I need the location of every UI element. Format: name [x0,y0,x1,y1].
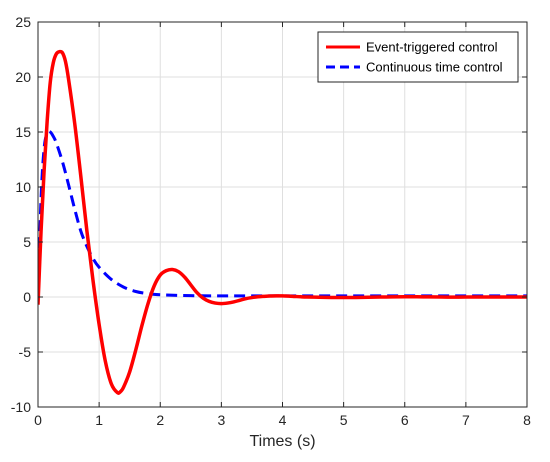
x-tick-label: 5 [340,412,348,428]
y-tick-label: 20 [15,69,31,85]
y-tick-label: 5 [23,234,31,250]
y-tick-label: 25 [15,14,31,30]
legend-label: Event-triggered control [366,40,498,55]
legend-box [317,31,519,83]
grid-lines [38,22,527,407]
y-tick-label: -5 [19,344,32,360]
x-tick-label: 3 [217,412,225,428]
series-line-event-triggered-control [38,49,527,395]
legend: Event-triggered control Continuous time c… [317,31,519,83]
y-tick-label: 10 [15,179,31,195]
x-tick-label: 8 [523,412,531,428]
x-tick-label: 0 [34,412,42,428]
x-tick-label: 2 [156,412,164,428]
axis-ticks: 0 1 2 3 4 5 6 7 8 -10 -5 0 5 10 15 20 25 [11,14,531,428]
y-tick-label: 15 [15,124,31,140]
y-tick-label: -10 [11,399,31,415]
x-axis-label: Times (s) [249,433,315,450]
x-tick-label: 6 [401,412,409,428]
y-tick-label: 0 [23,289,31,305]
x-tick-label: 4 [279,412,287,428]
series-layer [38,49,527,395]
x-tick-label: 7 [462,412,470,428]
legend-label: Continuous time control [366,60,503,75]
x-tick-label: 1 [95,412,103,428]
